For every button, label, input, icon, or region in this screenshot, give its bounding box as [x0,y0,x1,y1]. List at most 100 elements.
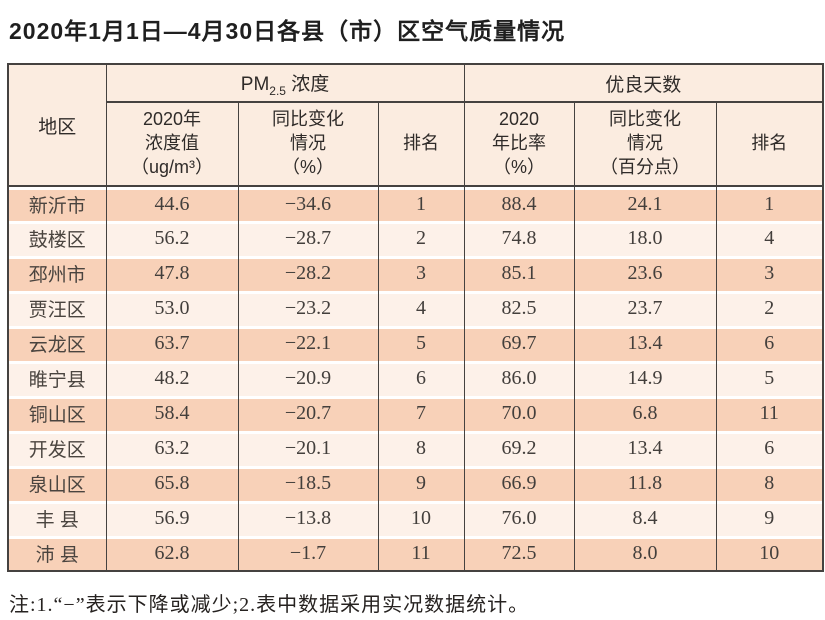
table-row: 泉山区 65.8 −18.5 9 66.9 11.8 8 [7,466,824,501]
footnote: 注:1.“−”表示下降或减少;2.表中数据采用实况数据统计。 [9,594,530,616]
pm-value-cell: 56.9 [105,501,239,536]
pm-rank-cell: 4 [377,291,465,326]
pm-change-cell: −13.8 [237,501,379,536]
good-days-group-header-cell: 优良天数 [463,64,824,103]
ratio-change-header-cell: 同比变化 情况 （百分点） [573,102,717,187]
region-cell: 贾汪区 [7,291,107,326]
region-header-cell: 地区 [7,64,107,187]
pm25-group-header-cell: PM2.5 浓度 [105,64,465,103]
table-header: 地区 PM2.5 浓度 优良天数 2020年 浓度值 （ug/m³） 同比变化 … [7,64,824,187]
pm-value-cell: 56.2 [105,221,239,256]
pm-rank-cell: 2 [377,221,465,256]
ratio-change-cell: 8.4 [573,501,717,536]
region-cell: 云龙区 [7,326,107,361]
pm-change-header-cell: 同比变化 情况 （%） [237,102,379,187]
pm-change-cell: −34.6 [237,186,379,221]
pm-change-cell: −23.2 [237,291,379,326]
rank-cell: 2 [715,291,824,326]
pm-change-cell: −22.1 [237,326,379,361]
pm-value-cell: 63.7 [105,326,239,361]
ratio-cell: 86.0 [463,361,575,396]
region-cell: 邳州市 [7,256,107,291]
table-row: 邳州市 47.8 −28.2 3 85.1 23.6 3 [7,256,824,291]
pm-value-cell: 44.6 [105,186,239,221]
pm-change-cell: −20.7 [237,396,379,431]
table-row: 云龙区 63.7 −22.1 5 69.7 13.4 6 [7,326,824,361]
table-row: 丰 县 56.9 −13.8 10 76.0 8.4 9 [7,501,824,536]
pm-value-cell: 63.2 [105,431,239,466]
rank-cell: 3 [715,256,824,291]
pm25-label-suffix: 浓度 [285,73,330,95]
rank-cell: 1 [715,186,824,221]
ratio-cell: 72.5 [463,536,575,571]
region-cell: 开发区 [7,431,107,466]
ratio-change-cell: 11.8 [573,466,717,501]
table-body: 新沂市 44.6 −34.6 1 88.4 24.1 1 鼓楼区 56.2 −2… [7,186,824,571]
ratio-change-cell: 14.9 [573,361,717,396]
ratio-cell: 66.9 [463,466,575,501]
pm-rank-cell: 5 [377,326,465,361]
table-row: 铜山区 58.4 −20.7 7 70.0 6.8 11 [7,396,824,431]
ratio-change-cell: 8.0 [573,536,717,571]
region-cell: 睢宁县 [7,361,107,396]
region-cell: 泉山区 [7,466,107,501]
pm-value-cell: 62.8 [105,536,239,571]
ratio-cell: 82.5 [463,291,575,326]
ratio-cell: 70.0 [463,396,575,431]
table-row: 鼓楼区 56.2 −28.7 2 74.8 18.0 4 [7,221,824,256]
pm-rank-cell: 3 [377,256,465,291]
ratio-cell: 69.2 [463,431,575,466]
pm-value-cell: 53.0 [105,291,239,326]
rank-cell: 6 [715,326,824,361]
page-title: 2020年1月1日—4月30日各县（市）区空气质量情况 [9,18,566,44]
rank-cell: 4 [715,221,824,256]
ratio-cell: 85.1 [463,256,575,291]
pm-rank-cell: 10 [377,501,465,536]
region-cell: 鼓楼区 [7,221,107,256]
pm-rank-header-cell: 排名 [377,102,465,187]
ratio-change-cell: 23.6 [573,256,717,291]
table-row: 贾汪区 53.0 −23.2 4 82.5 23.7 2 [7,291,824,326]
ratio-change-cell: 13.4 [573,431,717,466]
pm-rank-cell: 7 [377,396,465,431]
table-row: 睢宁县 48.2 −20.9 6 86.0 14.9 5 [7,361,824,396]
pm-rank-cell: 8 [377,431,465,466]
region-cell: 沛 县 [7,536,107,571]
pm-change-cell: −28.7 [237,221,379,256]
rank-cell: 9 [715,501,824,536]
pm-change-cell: −28.2 [237,256,379,291]
ratio-change-cell: 13.4 [573,326,717,361]
pm-value-cell: 48.2 [105,361,239,396]
ratio-header-cell: 2020 年比率 （%） [463,102,575,187]
ratio-change-cell: 6.8 [573,396,717,431]
rank-cell: 11 [715,396,824,431]
ratio-cell: 88.4 [463,186,575,221]
pm-change-cell: −18.5 [237,466,379,501]
pm-rank-cell: 9 [377,466,465,501]
ratio-change-cell: 18.0 [573,221,717,256]
pm25-subscript: 2.5 [269,83,286,98]
rank-header-cell: 排名 [715,102,824,187]
pm-rank-cell: 11 [377,536,465,571]
ratio-cell: 69.7 [463,326,575,361]
rank-cell: 8 [715,466,824,501]
pm-rank-cell: 1 [377,186,465,221]
pm-value-header-cell: 2020年 浓度值 （ug/m³） [105,102,239,187]
ratio-change-cell: 24.1 [573,186,717,221]
pm-change-cell: −20.1 [237,431,379,466]
air-quality-table: 地区 PM2.5 浓度 优良天数 2020年 浓度值 （ug/m³） 同比变化 … [7,63,825,572]
pm-rank-cell: 6 [377,361,465,396]
table-row: 新沂市 44.6 −34.6 1 88.4 24.1 1 [7,186,824,221]
pm25-label-prefix: PM [240,73,270,95]
pm-change-cell: −1.7 [237,536,379,571]
ratio-cell: 76.0 [463,501,575,536]
ratio-change-cell: 23.7 [573,291,717,326]
rank-cell: 5 [715,361,824,396]
pm-value-cell: 58.4 [105,396,239,431]
table-row: 开发区 63.2 −20.1 8 69.2 13.4 6 [7,431,824,466]
region-cell: 丰 县 [7,501,107,536]
ratio-cell: 74.8 [463,221,575,256]
rank-cell: 6 [715,431,824,466]
region-cell: 新沂市 [7,186,107,221]
pm-value-cell: 47.8 [105,256,239,291]
